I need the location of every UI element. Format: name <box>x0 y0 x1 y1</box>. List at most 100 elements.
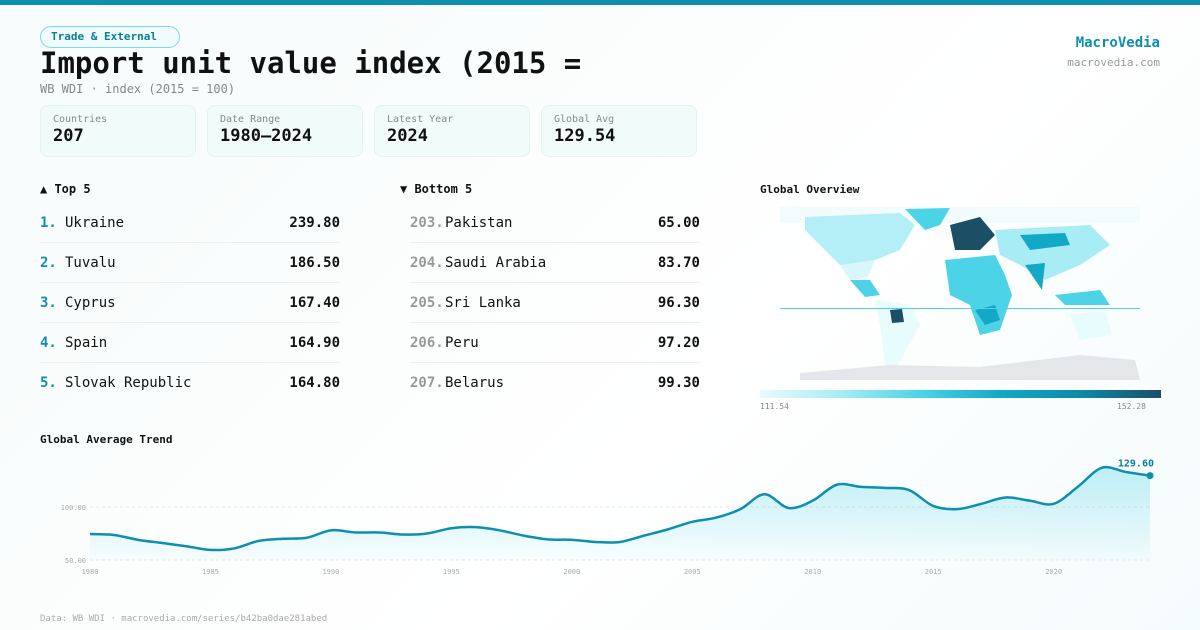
country-value: 164.90 <box>289 334 340 351</box>
list-item[interactable]: 3. Cyprus 167.40 <box>40 283 340 323</box>
rank-number: 204. <box>410 254 444 271</box>
stat-label: Date Range <box>220 114 281 125</box>
map-title: Global Overview <box>760 183 860 196</box>
rank-number: 4. <box>40 334 57 351</box>
footer-source: Data: WB WDI · macrovedia.com/series/b42… <box>40 614 328 624</box>
list-item[interactable]: 204. Saudi Arabia 83.70 <box>410 243 700 283</box>
country-south-america[interactable] <box>875 300 920 370</box>
bottom-5-list: 203. Pakistan 65.00 204. Saudi Arabia 83.70 20… <box>410 203 700 403</box>
rank-number: 3. <box>40 294 57 311</box>
rank-number: 206. <box>410 334 444 351</box>
brand-url[interactable]: macrovedia.com <box>1067 56 1160 69</box>
x-tick-label: 2005 <box>684 568 701 576</box>
country-value: 99.30 <box>657 375 700 391</box>
trend-chart[interactable]: 50.00 100.00 1980 1985 1990 1995 2000 2005 2010 2… <box>0 450 1200 590</box>
country-name: Belarus <box>445 375 505 391</box>
legend-max: 152.28 <box>1117 402 1146 411</box>
last-value-label: 129.60 <box>1118 459 1154 470</box>
x-tick-label: 1985 <box>202 568 219 576</box>
country-value: 239.80 <box>289 214 340 231</box>
equator-line <box>780 308 1140 309</box>
stat-label: Countries <box>53 114 108 125</box>
trend-title: Global Average Trend <box>40 433 173 446</box>
list-item[interactable]: 203. Pakistan 65.00 <box>410 203 700 243</box>
list-item[interactable]: 205. Sri Lanka 96.30 <box>410 283 700 323</box>
stat-label: Global Avg <box>554 114 615 125</box>
stat-value: 129.54 <box>554 126 616 146</box>
last-point-marker[interactable] <box>1146 472 1154 480</box>
country-name: Sri Lanka <box>445 294 521 311</box>
rank-number: 207. <box>410 375 444 391</box>
country-name: Saudi Arabia <box>445 254 547 271</box>
country-value: 97.20 <box>657 334 700 351</box>
y-tick-label: 50.00 <box>65 557 86 565</box>
x-tick-label: 1990 <box>322 568 339 576</box>
country-name: Pakistan <box>445 214 513 231</box>
bottom-5-heading: ▼ Bottom 5 <box>400 182 473 196</box>
country-value: 96.30 <box>657 294 700 311</box>
country-mexico[interactable] <box>850 280 880 297</box>
country-central-asia[interactable] <box>1020 233 1070 250</box>
country-europe[interactable] <box>950 217 995 250</box>
country-asia[interactable] <box>995 225 1110 280</box>
rank-number: 205. <box>410 294 444 311</box>
country-name: Cyprus <box>65 294 116 311</box>
legend-min: 111.54 <box>760 402 789 411</box>
stat-card-global-avg: Global Avg 129.54 <box>541 105 697 157</box>
x-tick-label: 2010 <box>804 568 821 576</box>
country-bolivia[interactable] <box>890 309 904 323</box>
stat-label: Latest Year <box>387 114 454 125</box>
stat-value: 207 <box>53 126 84 146</box>
stat-card-latest-year: Latest Year 2024 <box>374 105 530 157</box>
x-tick-label: 1995 <box>443 568 460 576</box>
page-subtitle: WB WDI · index (2015 = 100) <box>40 82 236 96</box>
x-tick-label: 2000 <box>563 568 580 576</box>
stat-card-date-range: Date Range 1980–2024 <box>207 105 363 157</box>
top-5-list: 1. Ukraine 239.80 2. Tuvalu 186.50 3. Cyprus 167… <box>40 203 340 403</box>
world-map[interactable] <box>780 205 1140 380</box>
x-tick-label: 1980 <box>82 568 99 576</box>
country-name: Ukraine <box>65 214 125 231</box>
list-item[interactable]: 5. Slovak Republic 164.80 <box>40 363 340 403</box>
country-name: Tuvalu <box>65 254 116 271</box>
country-north-america[interactable] <box>805 213 915 275</box>
country-greenland[interactable] <box>905 208 950 230</box>
list-item[interactable]: 207. Belarus 99.30 <box>410 363 700 403</box>
country-name: Slovak Republic <box>65 375 192 391</box>
category-badge[interactable]: Trade & External <box>40 26 180 48</box>
country-value: 186.50 <box>289 254 340 271</box>
trend-area <box>90 467 1150 560</box>
country-value: 65.00 <box>657 214 700 231</box>
antarctica-no-data <box>800 355 1140 380</box>
country-india[interactable] <box>1025 263 1045 290</box>
stat-value: 1980–2024 <box>220 126 313 146</box>
country-value: 164.80 <box>289 375 340 391</box>
country-name: Spain <box>65 334 108 351</box>
list-item[interactable]: 2. Tuvalu 186.50 <box>40 243 340 283</box>
top-accent-bar <box>0 0 1200 5</box>
country-value: 83.70 <box>657 254 700 271</box>
rank-number: 1. <box>40 214 57 231</box>
country-africa[interactable] <box>945 255 1012 335</box>
country-southern-africa[interactable] <box>975 305 1000 325</box>
stat-value: 2024 <box>387 126 428 146</box>
list-item[interactable]: 4. Spain 164.90 <box>40 323 340 363</box>
rank-number: 2. <box>40 254 57 271</box>
x-tick-label: 2020 <box>1045 568 1062 576</box>
brand-logo[interactable]: MacroVedia <box>1075 35 1160 51</box>
country-usa[interactable] <box>840 260 875 280</box>
stat-card-countries: Countries 207 <box>40 105 196 157</box>
country-name: Peru <box>445 334 479 351</box>
y-tick-label: 100.00 <box>61 504 86 512</box>
rank-number: 5. <box>40 375 57 391</box>
list-item[interactable]: 1. Ukraine 239.80 <box>40 203 340 243</box>
top-5-heading: ▲ Top 5 <box>40 182 91 196</box>
page-title: Import unit value index (2015 = <box>40 46 582 80</box>
country-indonesia[interactable] <box>1055 290 1110 305</box>
list-item[interactable]: 206. Peru 97.20 <box>410 323 700 363</box>
country-australia[interactable] <box>1070 310 1112 340</box>
x-tick-label: 2015 <box>925 568 942 576</box>
color-scale-legend <box>760 390 1161 398</box>
country-value: 167.40 <box>289 294 340 311</box>
rank-number: 203. <box>410 214 444 231</box>
